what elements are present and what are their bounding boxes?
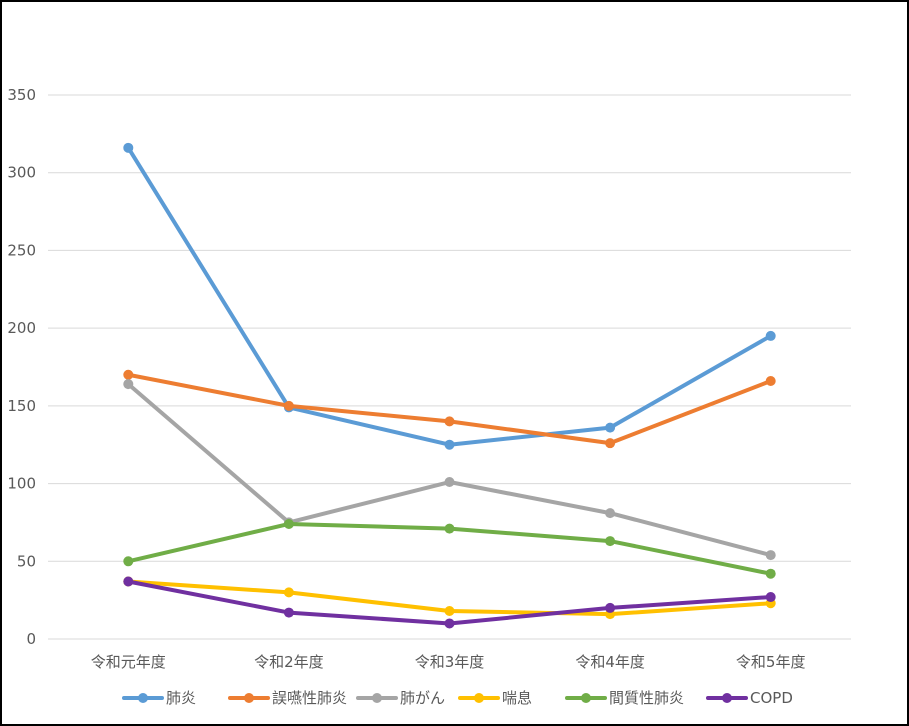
legend-label: 肺がん <box>400 689 445 707</box>
legend-item: 喘息 <box>458 689 532 707</box>
legend-swatch-marker <box>244 693 254 703</box>
y-tick-label: 250 <box>7 241 36 259</box>
legend-item: 間質性肺炎 <box>565 689 684 707</box>
data-point <box>605 422 616 433</box>
data-point <box>605 438 616 449</box>
data-point <box>444 523 455 534</box>
series-5 <box>123 576 776 629</box>
data-point <box>605 602 616 613</box>
legend-label: 喘息 <box>502 689 532 707</box>
data-point <box>444 618 455 629</box>
y-tick-label: 350 <box>7 86 36 104</box>
legend-swatch-marker <box>138 693 148 703</box>
legend-item: 肺がん <box>356 689 445 707</box>
legend-item: COPD <box>706 689 793 707</box>
data-point <box>283 587 294 598</box>
x-tick-label: 令和5年度 <box>736 653 806 671</box>
y-tick-label: 0 <box>26 630 36 648</box>
data-point <box>765 330 776 341</box>
legend-item: 誤嚥性肺炎 <box>228 689 347 707</box>
legend: 肺炎 誤嚥性肺炎 肺がん 喘息 間質性肺炎 COPD <box>122 689 793 707</box>
x-tick-label: 令和2年度 <box>254 653 324 671</box>
y-tick-label: 300 <box>7 164 36 182</box>
data-point <box>765 375 776 386</box>
data-point <box>765 592 776 603</box>
legend-label: 間質性肺炎 <box>609 689 684 707</box>
data-point <box>283 607 294 618</box>
series-1 <box>123 369 776 449</box>
data-point <box>444 439 455 450</box>
series-line <box>126 372 773 446</box>
gridlines <box>48 94 851 640</box>
data-point <box>123 369 134 380</box>
y-tick-label: 50 <box>17 552 36 570</box>
data-point <box>123 576 134 587</box>
legend-label: COPD <box>750 689 793 707</box>
x-tick-label: 令和元年度 <box>91 653 166 671</box>
series-0 <box>123 142 776 450</box>
legend-label: 肺炎 <box>166 689 196 707</box>
legend-swatch-marker <box>722 693 732 703</box>
series-4 <box>123 518 776 579</box>
x-tick-label: 令和4年度 <box>575 653 645 671</box>
data-point <box>123 142 134 153</box>
legend-swatch-marker <box>372 693 382 703</box>
data-point <box>605 508 616 519</box>
data-point <box>765 568 776 579</box>
series-line <box>126 145 773 447</box>
y-tick-label: 200 <box>7 319 36 337</box>
legend-swatch-marker <box>581 693 591 703</box>
data-point <box>123 379 134 390</box>
data-point <box>283 400 294 411</box>
data-point <box>444 416 455 427</box>
data-point <box>444 477 455 488</box>
legend-label: 誤嚥性肺炎 <box>272 689 347 707</box>
data-point <box>605 536 616 547</box>
data-point <box>444 606 455 617</box>
y-axis-ticks: 0 50 100 150 200 250 300 350 <box>7 86 36 648</box>
x-axis-ticks: 令和元年度 令和2年度 令和3年度 令和4年度 令和5年度 <box>91 653 806 671</box>
y-tick-label: 100 <box>7 475 36 493</box>
data-point <box>765 550 776 561</box>
series-lines <box>123 142 776 629</box>
y-tick-label: 150 <box>7 397 36 415</box>
data-point <box>123 556 134 567</box>
data-point <box>283 518 294 529</box>
legend-swatch-marker <box>474 693 484 703</box>
legend-item: 肺炎 <box>122 689 196 707</box>
x-tick-label: 令和3年度 <box>415 653 485 671</box>
